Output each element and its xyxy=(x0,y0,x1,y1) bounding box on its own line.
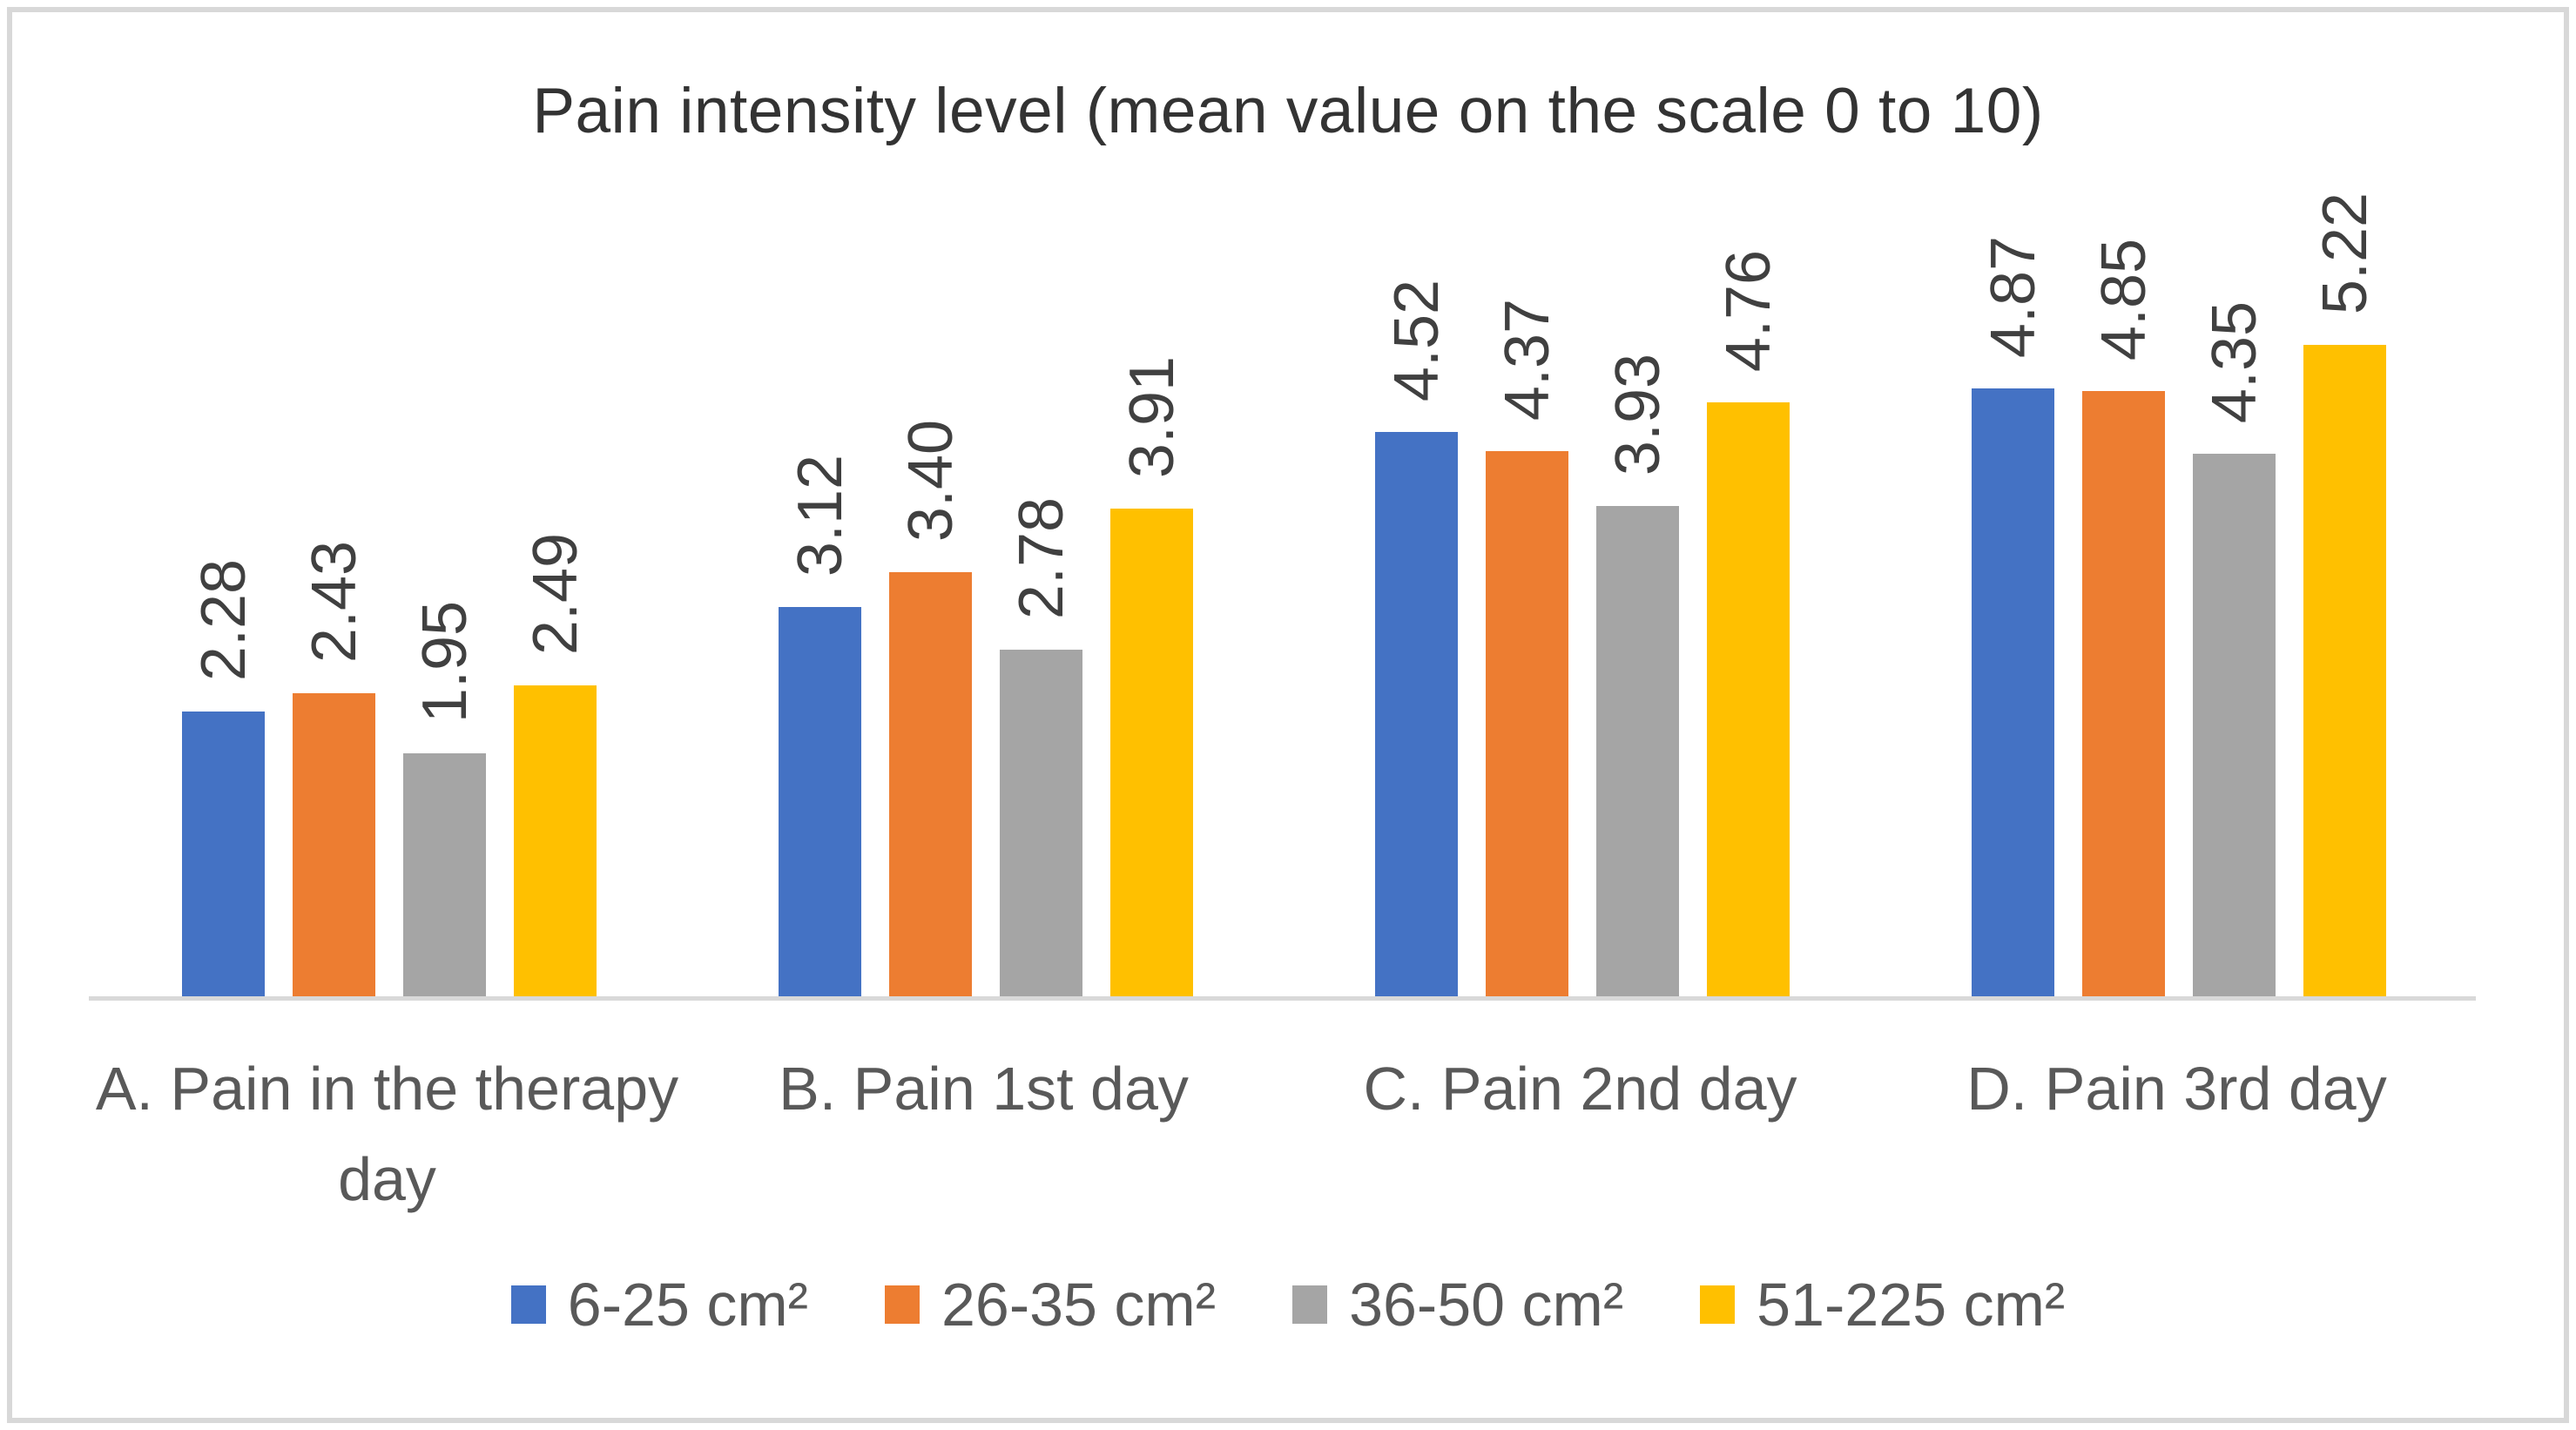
bar-series1-group4 xyxy=(1972,388,2054,996)
legend-swatch-icon xyxy=(1700,1285,1736,1324)
bar-series2-group1 xyxy=(293,693,375,996)
data-label: 4.76 xyxy=(1713,249,1784,373)
bar-series3-group2 xyxy=(1000,650,1082,996)
data-label: 4.85 xyxy=(2088,238,2159,361)
legend-item-series3: 36-50 cm² xyxy=(1292,1268,1623,1341)
legend-label: 36-50 cm² xyxy=(1349,1271,1624,1339)
data-label: 3.93 xyxy=(1602,353,1673,476)
category-label-group4: D. Pain 3rd day xyxy=(1966,1055,2387,1123)
data-label: 4.52 xyxy=(1381,279,1452,402)
chart-border xyxy=(7,7,2569,1423)
data-label: 4.35 xyxy=(2199,300,2269,424)
legend-item-series1: 6-25 cm² xyxy=(510,1268,808,1341)
bar-series3-group4 xyxy=(2193,454,2276,996)
category-label-group3: C. Pain 2nd day xyxy=(1363,1055,1797,1123)
data-label: 5.22 xyxy=(2310,192,2380,315)
legend-swatch-icon xyxy=(510,1285,546,1324)
data-label: 3.91 xyxy=(1116,355,1187,479)
bar-series1-group2 xyxy=(779,607,861,996)
bar-series2-group4 xyxy=(2082,391,2165,996)
data-label: 2.28 xyxy=(188,558,259,682)
bar-series2-group2 xyxy=(889,572,972,996)
data-label: 4.37 xyxy=(1492,298,1562,422)
legend-label: 51-225 cm² xyxy=(1757,1271,2066,1339)
bar-series4-group1 xyxy=(514,685,597,996)
x-axis-line xyxy=(89,996,2476,1001)
data-label: 3.40 xyxy=(895,419,966,543)
legend-swatch-icon xyxy=(1292,1285,1328,1324)
data-label: 2.43 xyxy=(299,540,369,664)
data-label: 4.87 xyxy=(1978,235,2048,359)
data-label: 3.12 xyxy=(785,454,855,577)
data-label: 1.95 xyxy=(409,600,480,724)
bar-series4-group3 xyxy=(1707,402,1790,996)
category-label-group2: B. Pain 1st day xyxy=(779,1055,1189,1123)
legend-item-series4: 51-225 cm² xyxy=(1700,1268,2065,1341)
bar-series3-group3 xyxy=(1596,506,1679,996)
bar-series4-group2 xyxy=(1110,509,1193,996)
legend-item-series2: 26-35 cm² xyxy=(884,1268,1217,1341)
bar-series2-group3 xyxy=(1486,451,1568,996)
legend-swatch-icon xyxy=(884,1285,920,1324)
legend-label: 26-35 cm² xyxy=(941,1271,1217,1339)
bar-series1-group1 xyxy=(182,712,265,996)
data-label: 2.49 xyxy=(520,532,590,656)
category-label-group1: A. Pain in the therapy day xyxy=(95,1055,679,1213)
chart-title: Pain intensity level (mean value on the … xyxy=(532,76,2044,146)
bar-series1-group3 xyxy=(1375,432,1458,996)
bar-series4-group4 xyxy=(2303,345,2386,996)
legend-label: 6-25 cm² xyxy=(567,1271,808,1339)
data-label: 2.78 xyxy=(1006,496,1076,620)
bar-series3-group1 xyxy=(403,753,486,996)
legend: 6-25 cm² 26-35 cm² 36-50 cm² 51-225 cm² xyxy=(0,1268,2576,1341)
